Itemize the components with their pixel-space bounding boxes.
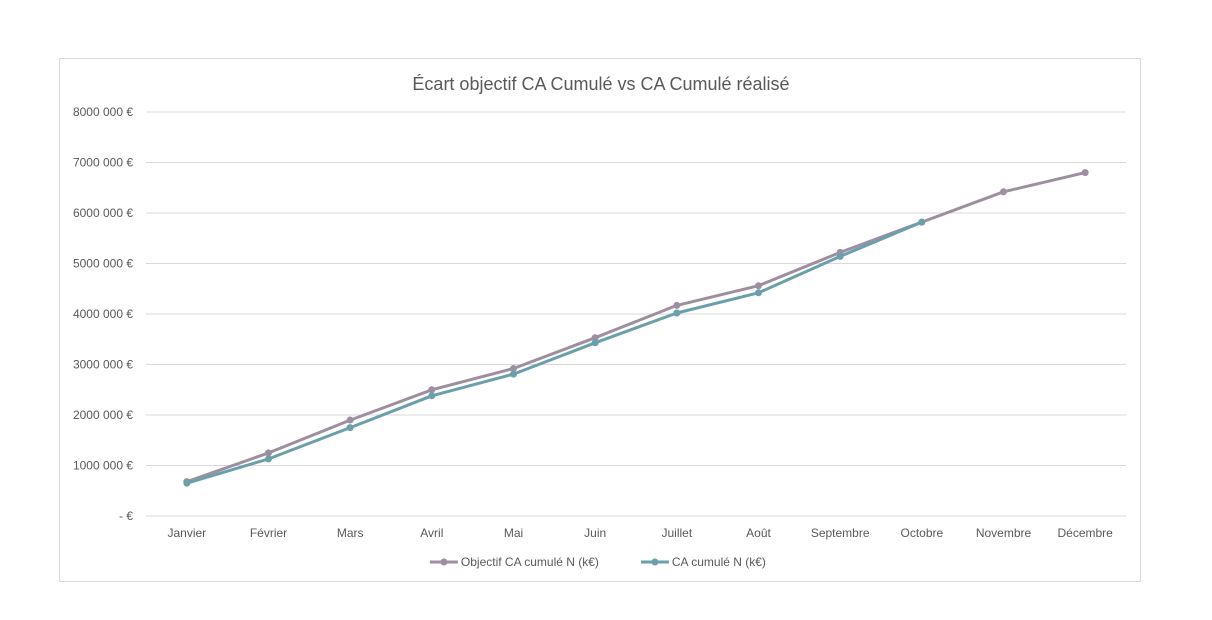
x-tick-label: Mars <box>337 526 364 540</box>
data-point <box>755 282 762 290</box>
x-tick-label: Février <box>250 526 287 540</box>
data-point <box>183 479 191 487</box>
chart-title: Écart objectif CA Cumulé vs CA Cumulé ré… <box>412 74 789 94</box>
data-point <box>428 392 436 400</box>
x-tick-label: Juin <box>584 526 606 540</box>
y-tick-label: 4000 000 € <box>73 307 133 321</box>
x-axis-tick-labels: Janvier Février Mars Avril Mai Juin Juillet Aoû… <box>167 526 1113 540</box>
data-point <box>510 365 517 373</box>
x-tick-label: Juillet <box>661 526 692 540</box>
x-tick-label: Septembre <box>811 526 870 540</box>
series-line <box>186 171 1086 484</box>
data-point <box>1000 188 1007 196</box>
y-tick-label: - € <box>119 509 133 523</box>
x-tick-label: Décembre <box>1057 526 1113 540</box>
x-tick-label: Janvier <box>167 526 206 540</box>
legend-label: CA cumulé N (k€) <box>672 555 766 569</box>
legend: Objectif CA cumulé N (k€) CA cumulé N (k€… <box>429 555 766 569</box>
line-chart: Écart objectif CA Cumulé vs CA Cumulé ré… <box>73 74 1126 569</box>
y-tick-label: 2000 000 € <box>73 408 133 422</box>
x-tick-label: Août <box>746 526 771 540</box>
data-point <box>428 386 436 394</box>
series-line <box>186 220 923 485</box>
data-point <box>510 370 517 378</box>
legend-marker <box>651 558 659 566</box>
y-tick-label: 3000 000 € <box>73 358 133 372</box>
data-point <box>346 424 354 432</box>
gridlines <box>146 111 1126 517</box>
series-2 <box>183 218 926 487</box>
y-tick-label: 7000 000 € <box>73 156 133 170</box>
x-tick-label: Avril <box>420 526 443 540</box>
data-point <box>918 218 926 226</box>
data-point <box>755 289 762 297</box>
data-point <box>265 449 272 457</box>
legend-item: Objectif CA cumulé N (k€) <box>429 555 599 569</box>
series-lines <box>183 169 1089 487</box>
y-tick-label: 1000 000 € <box>73 459 133 473</box>
y-axis-tick-labels: - € 1000 000 € 2000 000 € 3000 000 € 4000 00… <box>73 105 133 523</box>
legend-label: Objectif CA cumulé N (k€) <box>461 555 599 569</box>
data-point <box>673 301 681 309</box>
data-point <box>591 334 599 342</box>
x-tick-label: Octobre <box>900 526 943 540</box>
y-tick-label: 5000 000 € <box>73 257 133 271</box>
data-point <box>673 309 681 317</box>
y-tick-label: 6000 000 € <box>73 206 133 220</box>
y-tick-label: 8000 000 € <box>73 105 133 119</box>
data-point <box>265 455 272 463</box>
legend-item: CA cumulé N (k€) <box>640 555 766 569</box>
data-point <box>836 252 844 260</box>
x-tick-label: Novembre <box>976 526 1032 540</box>
legend-marker <box>440 558 448 566</box>
data-point <box>1081 169 1089 177</box>
x-tick-label: Mai <box>504 526 523 540</box>
data-point <box>591 339 599 347</box>
chart-frame: Écart objectif CA Cumulé vs CA Cumulé ré… <box>59 58 1141 582</box>
data-point <box>346 416 354 424</box>
